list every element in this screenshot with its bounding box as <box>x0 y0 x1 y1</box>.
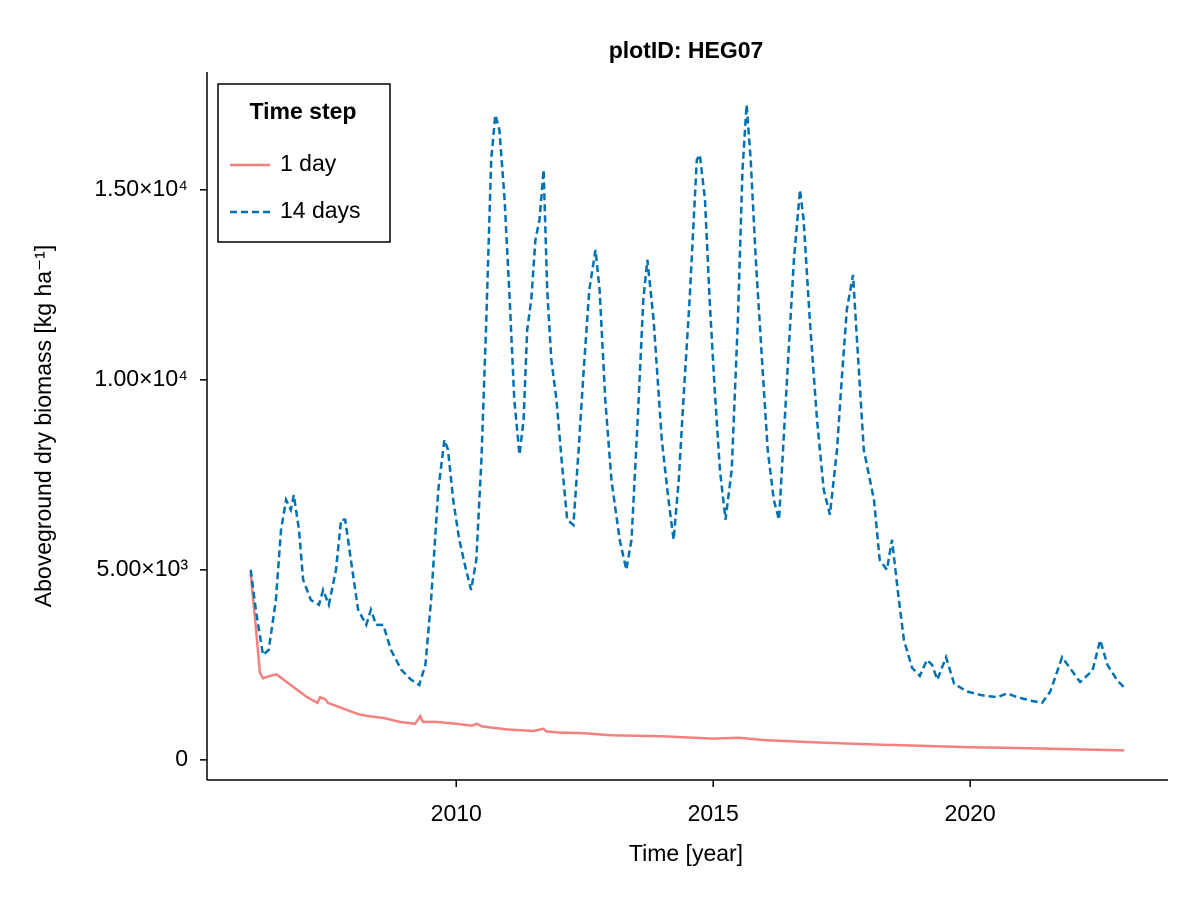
data-line <box>249 104 1126 705</box>
legend-label: 1 day <box>280 150 337 176</box>
chart-title: plotID: HEG07 <box>609 37 764 63</box>
legend-title: Time step <box>250 98 357 124</box>
y-tick-label: 0 <box>175 745 188 771</box>
y-axis-label: Aboveground dry biomass [kg ha⁻¹] <box>30 245 56 607</box>
x-tick-label: 2010 <box>431 800 482 826</box>
y-tick-label: 1.50×10⁴ <box>94 175 188 201</box>
y-tick-label: 5.00×10³ <box>97 555 189 581</box>
legend-label: 14 days <box>280 197 361 223</box>
x-tick-label: 2015 <box>688 800 739 826</box>
x-axis-label: Time [year] <box>629 840 743 866</box>
y-tick-label: 1.00×10⁴ <box>94 365 188 391</box>
x-tick-label: 2020 <box>945 800 996 826</box>
data-line <box>249 573 1125 752</box>
legend-box <box>217 83 391 243</box>
